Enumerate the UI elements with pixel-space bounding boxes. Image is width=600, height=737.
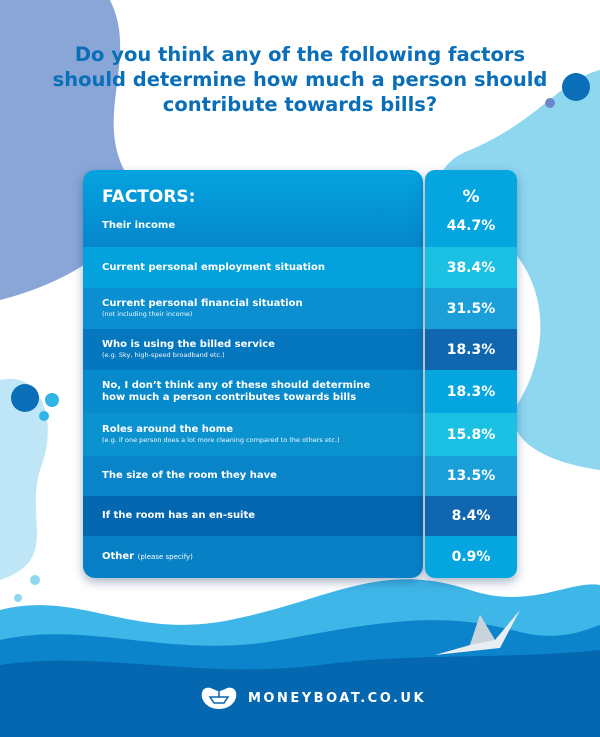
percent-header-band (425, 170, 517, 247)
percent-value: 38.4% (425, 247, 517, 288)
percent-value: 0.9% (425, 536, 517, 578)
boat-icon (201, 687, 237, 709)
factor-label: Their income (102, 220, 176, 231)
factor-label: No, I don’t think any of these should de… (102, 379, 371, 403)
table-row: Current personal financial situation (not… (83, 288, 423, 329)
bubble (535, 79, 541, 85)
bubble (11, 384, 39, 412)
table-row: The size of the room they have (83, 456, 423, 496)
percent-value: 13.5% (425, 456, 517, 496)
percent-header: % (462, 187, 480, 207)
factor-label: Current personal financial situation (102, 298, 303, 309)
table-row: Their income (83, 205, 423, 247)
table-row: Other (please specify) (83, 536, 423, 578)
bubble (545, 98, 555, 108)
percent-value: 31.5% (425, 288, 517, 329)
percent-value: 44.7% (446, 218, 496, 234)
factor-label: The size of the room they have (102, 470, 277, 481)
paper-boat-icon (435, 610, 520, 655)
factor-label: Roles around the home (102, 424, 233, 435)
table-row: Who is using the billed service (e.g. Sky… (83, 329, 423, 370)
percent-value: 18.3% (425, 370, 517, 413)
factor-note: (e.g. if one person does a lot more clea… (102, 436, 340, 444)
bubble (45, 393, 59, 407)
factor-label: Other (please specify) (102, 551, 193, 562)
percent-value: 8.4% (425, 496, 517, 536)
table-row: Roles around the home (e.g. if one person… (83, 413, 423, 456)
factor-label: Current personal employment situation (102, 261, 325, 273)
header-band (83, 170, 423, 247)
percent-value: 18.3% (425, 329, 517, 370)
factors-header: FACTORS: (102, 187, 196, 207)
bubble (30, 575, 40, 585)
brand-logo: MONEYBOAT.CO.UK (200, 685, 426, 711)
factor-label: Who is using the billed service (102, 339, 275, 350)
left-mid-blob (0, 378, 48, 580)
factor-note: (not including their income) (102, 310, 193, 318)
table-row: No, I don’t think any of these should de… (83, 370, 423, 413)
bubble (39, 411, 49, 421)
factors-panel: FACTORS: Their income Current personal em… (83, 170, 423, 578)
factor-label: If the room has an en-suite (102, 510, 256, 521)
wave-dark (0, 650, 600, 737)
table-row: Current personal employment situation (83, 247, 423, 288)
percent-value: 15.8% (425, 413, 517, 456)
bubble (562, 73, 590, 101)
brand-name: MONEYBOAT.CO.UK (248, 690, 427, 706)
page-title: Do you think any of the following factor… (52, 43, 548, 116)
table-row: If the room has an en-suite (83, 496, 423, 536)
percent-column: % 44.7% 38.4% 31.5% 18.3% 18.3% 15.8% 13.5% 8.4… (425, 170, 517, 578)
bubble (14, 594, 22, 602)
factor-inline-note: (please specify) (137, 553, 193, 561)
factor-note: (e.g. Sky, high-speed broadband etc.) (102, 351, 225, 359)
